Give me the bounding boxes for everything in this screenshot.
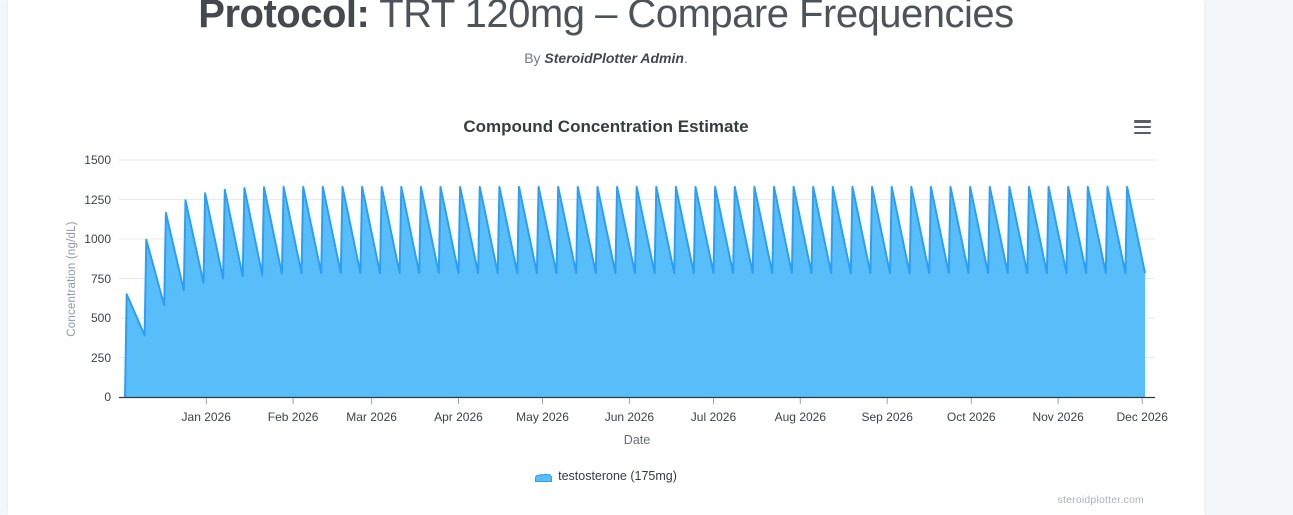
x-tick-label: Oct 2026 (946, 410, 996, 424)
x-tick-label: Mar 2026 (346, 410, 397, 424)
area-chart-canvas[interactable] (8, 95, 1204, 515)
byline-suffix: . (683, 50, 688, 66)
concentration-chart: Compound Concentration Estimate 0 250 500 7… (8, 95, 1204, 515)
y-tick-label: 1000 (84, 232, 111, 246)
x-tick-label: Sep 2026 (861, 410, 913, 424)
legend-label: testosterone (175mg) (558, 469, 677, 483)
area-series-line (124, 185, 1146, 398)
chart-title: Compound Concentration Estimate (463, 117, 749, 136)
y-tick-label: 0 (104, 390, 111, 404)
watermark: steroidplotter.com (1057, 494, 1144, 506)
chart-legend: testosterone (175mg) (8, 469, 1204, 483)
x-tick-label: May 2026 (516, 410, 569, 424)
byline-prefix: By (524, 50, 545, 66)
area-series[interactable] (125, 186, 1145, 397)
x-axis-title: Date (623, 433, 651, 447)
legend-item[interactable]: testosterone (175mg) (535, 469, 677, 483)
y-axis-title: Concentration (ng/dL) (66, 221, 78, 337)
page-title: Protocol: TRT 120mg – Compare Frequencie… (8, 0, 1204, 35)
area-series-marker-icon (535, 473, 553, 482)
page-title-rest: TRT 120mg – Compare Frequencies (369, 0, 1014, 36)
x-tick-label: Nov 2026 (1032, 410, 1084, 424)
page-title-lead: Protocol: (198, 0, 370, 36)
x-tick-label: Jul 2026 (690, 410, 737, 424)
x-tick-label: Jan 2026 (181, 410, 231, 424)
x-tick-label: Feb 2026 (267, 410, 319, 424)
y-tick-label: 1250 (84, 192, 111, 207)
hamburger-bar (1134, 131, 1151, 134)
byline: By SteroidPlotter Admin. (8, 50, 1204, 66)
y-tick-label: 750 (90, 271, 111, 286)
x-tick-label: Apr 2026 (434, 410, 483, 424)
y-tick-label: 250 (90, 350, 111, 365)
x-tick-label: Dec 2026 (1116, 410, 1168, 424)
y-tick-label: 1500 (84, 153, 111, 167)
hamburger-menu-icon[interactable] (1134, 120, 1151, 134)
y-tick-label: 500 (90, 311, 111, 325)
hamburger-bar (1134, 125, 1151, 129)
hamburger-bar (1134, 120, 1151, 123)
x-tick-label: Jun 2026 (604, 410, 655, 424)
page-content-card: Protocol: TRT 120mg – Compare Frequencie… (8, 0, 1204, 515)
x-tick-label: Aug 2026 (774, 410, 827, 424)
byline-author: SteroidPlotter Admin (544, 50, 684, 66)
